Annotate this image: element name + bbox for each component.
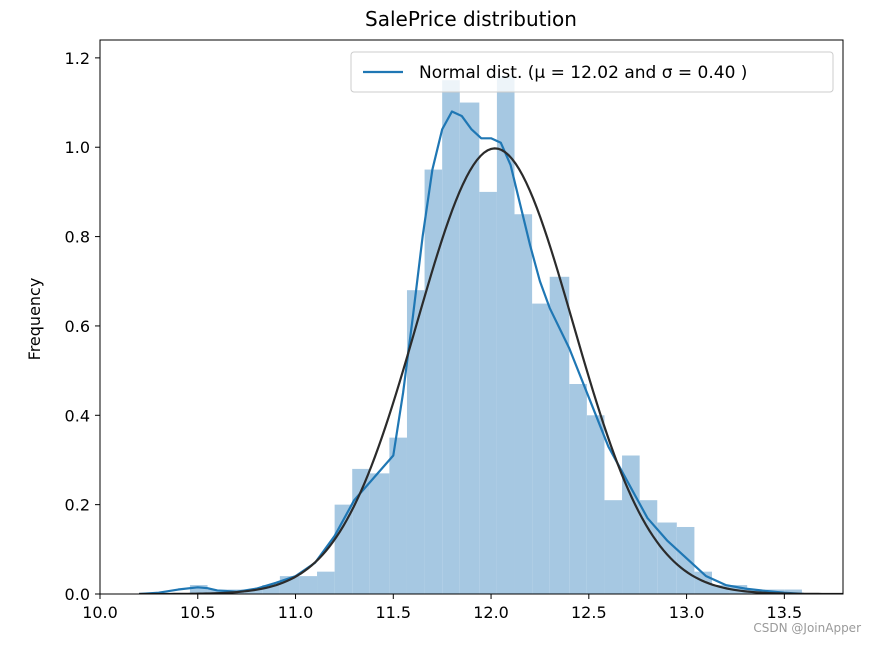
axes-frame (99, 39, 844, 595)
normal-fit-line (139, 147, 843, 594)
kde-line (139, 110, 804, 594)
histogram-bar (711, 585, 730, 594)
x-tick-label: 12.0 (473, 603, 509, 622)
histogram-bar (262, 585, 280, 594)
histogram-bar (639, 500, 658, 594)
histogram-bar (299, 576, 318, 594)
histogram-bar (352, 468, 370, 594)
y-tick-label: 0.8 (65, 228, 90, 247)
histogram-bar (496, 75, 515, 594)
legend-box (350, 51, 834, 93)
histogram-bar (532, 303, 550, 594)
histogram-bar (189, 585, 208, 594)
y-tick-label: 0.4 (65, 406, 90, 425)
histogram-bar (549, 276, 570, 594)
axes: 10.0 10.5 11.0 11.5 12.0 12.5 13.0 13.5 0.0 0.2 0.… (65, 39, 844, 622)
y-tick-label: 0.0 (65, 585, 90, 604)
y-tick-label: 1.2 (65, 49, 90, 68)
histogram-bar (569, 384, 587, 594)
x-tick-label: 13.0 (669, 603, 705, 622)
watermark: CSDN @JoinApper (753, 621, 861, 635)
histogram-bar (389, 437, 407, 594)
histogram-bar (207, 589, 228, 594)
histogram-bar (622, 455, 640, 594)
y-tick-label: 1.0 (65, 138, 90, 157)
y-tick-label: 0.2 (65, 496, 90, 515)
y-axis-label: Frequency (25, 278, 44, 361)
histogram-bar (369, 473, 390, 594)
histogram-bar (657, 522, 677, 594)
x-tick-label: 11.5 (375, 603, 411, 622)
histogram-bar (479, 191, 497, 594)
x-tick-label: 11.0 (278, 603, 314, 622)
histogram-bar (442, 80, 460, 594)
histogram-bar (424, 169, 443, 594)
histogram-bar (514, 214, 533, 594)
chart-title: SalePrice distribution (365, 7, 577, 31)
x-tick-label: 12.5 (571, 603, 607, 622)
histogram-bar (676, 526, 695, 594)
histogram-bar (317, 571, 335, 594)
histogram-bar (784, 589, 802, 594)
x-tick-label: 10.0 (82, 603, 118, 622)
legend-label: Normal dist. (μ = 12.02 and σ = 0.40 ) (419, 63, 747, 83)
histogram-bar (604, 500, 623, 594)
histogram-bar (459, 102, 480, 594)
y-tick-label: 0.6 (65, 317, 90, 336)
x-tick-label: 13.5 (767, 603, 803, 622)
x-tick-label: 10.5 (180, 603, 216, 622)
histogram-bar (244, 589, 263, 594)
legend: Normal dist. (μ = 12.02 and σ = 0.40 ) (350, 51, 834, 93)
histogram-bar (586, 415, 605, 594)
histogram-bar (406, 290, 425, 594)
plot-area (139, 75, 843, 594)
